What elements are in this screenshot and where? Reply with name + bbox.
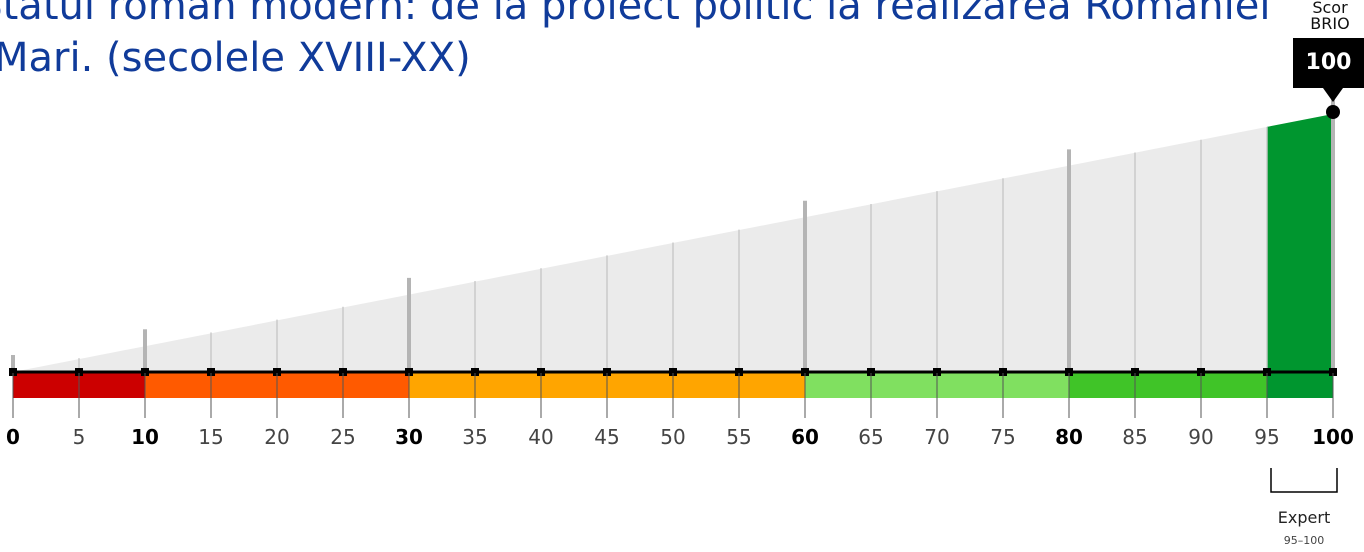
- level-bracket-layer: [1270, 468, 1338, 493]
- tick-label: 100: [1312, 425, 1354, 449]
- tick-label: 80: [1055, 425, 1083, 449]
- tick-label: 70: [924, 425, 949, 449]
- tick-marker: [537, 368, 545, 376]
- tick-label: 40: [528, 425, 553, 449]
- tick-marker: [999, 368, 1007, 376]
- tick-label: 5: [73, 425, 86, 449]
- tick-label: 0: [6, 425, 20, 449]
- tick-label: 75: [990, 425, 1015, 449]
- tick-label: 15: [198, 425, 223, 449]
- tick-marker: [1065, 368, 1073, 376]
- tick-label-layer: 0 5 10 15 20 25 30 35 40 45 50 55 60 65 70 75 80 85 90 95 10…: [6, 425, 1354, 449]
- title-line-2: Mari. (secolele XVIII-XX): [0, 35, 471, 81]
- tick-marker: [867, 368, 875, 376]
- tick-marker: [141, 368, 149, 376]
- tick-label: 30: [395, 425, 423, 449]
- tick-label: 45: [594, 425, 619, 449]
- level-bracket: [1270, 468, 1338, 493]
- grid-layer: [11, 98, 1335, 372]
- tick-marker: [801, 368, 809, 376]
- tick-marker: [1263, 368, 1271, 376]
- tick-label: 65: [858, 425, 883, 449]
- tick-marker: [1197, 368, 1205, 376]
- tick-marker: [471, 368, 479, 376]
- tick-marker: [669, 368, 677, 376]
- tick-label: 60: [791, 425, 819, 449]
- tick-label: 10: [131, 425, 159, 449]
- level-band: [1267, 373, 1333, 398]
- tick-label: 90: [1188, 425, 1213, 449]
- tick-label: 35: [462, 425, 487, 449]
- page-title: I. Statul român modern: de la proiect po…: [0, 0, 1300, 84]
- tick-label: 25: [330, 425, 355, 449]
- tick-marker: [339, 368, 347, 376]
- tick-label: 55: [726, 425, 751, 449]
- level-highlight-area: [1267, 114, 1333, 372]
- tick-marker: [1131, 368, 1139, 376]
- tick-marker: [1329, 368, 1337, 376]
- tick-marker: [735, 368, 743, 376]
- tick-marker: [75, 368, 83, 376]
- tick-marker: [405, 368, 413, 376]
- axis-layer: [9, 105, 1340, 418]
- score-pointer: [1323, 88, 1343, 102]
- tick-label: 20: [264, 425, 289, 449]
- tick-marker: [207, 368, 215, 376]
- tick-marker: [603, 368, 611, 376]
- score-badge: 100: [1293, 38, 1364, 88]
- title-line-1: I. Statul român modern: de la proiect po…: [0, 0, 1271, 29]
- score-dot: [1326, 105, 1340, 119]
- tick-label: 85: [1122, 425, 1147, 449]
- tick-label: 50: [660, 425, 685, 449]
- tick-label: 95: [1254, 425, 1279, 449]
- tick-marker: [9, 368, 17, 376]
- level-name: Expert: [1277, 508, 1331, 527]
- score-label: Scor BRIO: [1310, 0, 1350, 33]
- level-band: [1069, 373, 1267, 398]
- tick-marker: [933, 368, 941, 376]
- level-range: 95–100: [1283, 534, 1325, 547]
- tick-marker: [273, 368, 281, 376]
